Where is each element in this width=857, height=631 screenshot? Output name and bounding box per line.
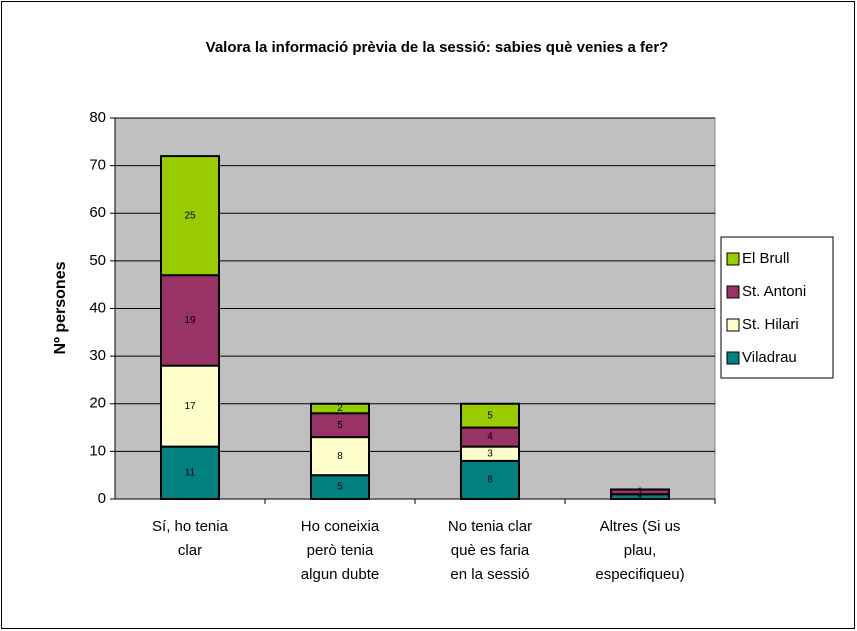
y-tick-label: 50: [89, 252, 106, 269]
y-tick-label: 80: [89, 109, 106, 126]
bar-segment: [610, 488, 670, 496]
legend-label: St. Antoni: [742, 283, 806, 300]
value-label: 4: [487, 432, 493, 443]
bar-segment: [310, 436, 370, 477]
value-label: 1: [637, 491, 643, 502]
value-label: 1: [637, 486, 643, 497]
y-tick-label: 70: [89, 157, 106, 174]
x-tick-label: Sí, ho tenia: [152, 518, 229, 535]
legend-label: El Brull: [742, 250, 790, 267]
legend-swatch: [726, 351, 740, 365]
y-tick-label: 0: [98, 490, 106, 507]
value-label: 3: [487, 448, 493, 459]
legend-swatch: [726, 318, 740, 332]
value-label: 17: [184, 401, 196, 412]
value-label: 11: [185, 467, 196, 478]
bar-segment: [160, 155, 220, 277]
value-label: 8: [337, 451, 343, 462]
x-tick-label: però tenia: [307, 542, 374, 559]
x-tick-label: què es faria: [451, 542, 530, 559]
y-tick-label: 20: [89, 395, 106, 412]
y-axis-label: Nº persones: [52, 261, 69, 354]
chart-title: Valora la informació prèvia de la sessió…: [206, 39, 669, 56]
y-tick-label: 40: [89, 299, 106, 316]
value-label: 5: [337, 482, 343, 493]
x-tick-label: en la sessió: [450, 566, 529, 583]
value-label: 25: [184, 210, 196, 221]
y-tick-label: 60: [89, 204, 106, 221]
legend-swatch: [726, 252, 740, 266]
bar-segment: [310, 402, 370, 415]
y-tick-label: 30: [89, 347, 106, 364]
x-tick-label: clar: [178, 542, 202, 559]
legend-label: St. Hilari: [742, 316, 799, 333]
x-tick-label: No tenia clar: [448, 518, 532, 535]
bar-segment: [460, 402, 520, 429]
legend-swatch: [726, 285, 740, 299]
legend-box: [720, 236, 834, 379]
y-tick-label: 10: [89, 442, 106, 459]
value-label: 2: [337, 403, 343, 414]
value-label: 5: [487, 410, 493, 421]
x-tick-label: especifiqueu): [595, 566, 684, 583]
bar-segment: [160, 274, 220, 367]
x-tick-label: algun dubte: [301, 566, 379, 583]
value-label: 8: [487, 475, 493, 486]
x-tick-label: Altres (Si us: [600, 518, 681, 535]
value-label: 19: [184, 315, 196, 326]
x-tick-label: Ho coneixia: [301, 518, 380, 535]
x-tick-label: plau,: [624, 542, 657, 559]
legend-label: Viladrau: [742, 349, 797, 366]
value-label: 5: [337, 420, 343, 431]
